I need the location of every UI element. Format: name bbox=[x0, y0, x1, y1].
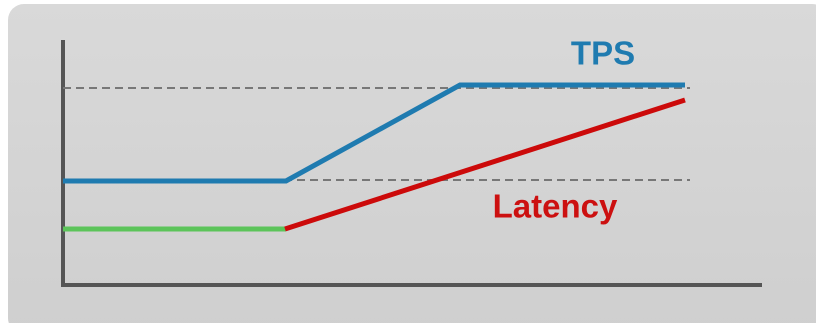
latency-line bbox=[284, 97, 686, 232]
panel bbox=[8, 4, 816, 323]
tps-line bbox=[63, 82, 685, 184]
latency-label: Latency bbox=[493, 188, 618, 225]
tps-label: TPS bbox=[571, 35, 635, 72]
